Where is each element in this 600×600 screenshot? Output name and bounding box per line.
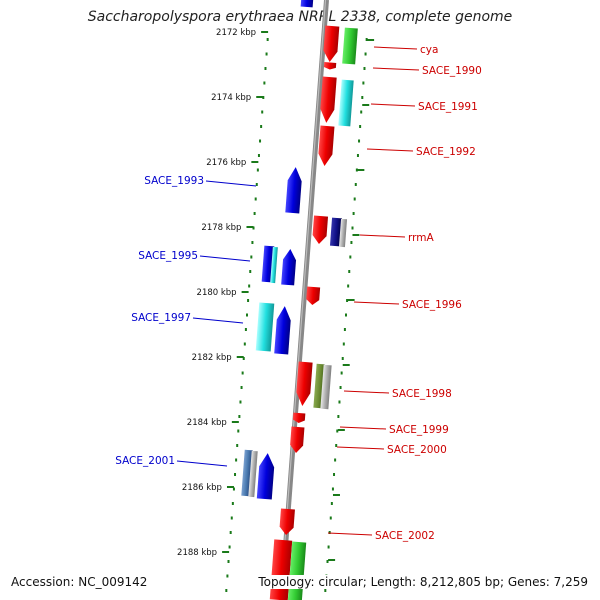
forward-gene-label: SACE_1998	[392, 388, 452, 400]
label-leader-line	[359, 234, 406, 238]
forward-gene-label: rrmA	[408, 232, 434, 244]
label-leader-line	[372, 67, 420, 71]
inner-tick-ring	[225, 38, 269, 592]
forward-gene-label: SACE_2000	[387, 444, 447, 456]
forward-gene-arrow	[338, 79, 354, 127]
reverse-gene-arrow	[256, 453, 275, 500]
reverse-gene-arrow	[270, 246, 278, 284]
forward-gene-arrow	[290, 426, 305, 453]
forward-gene-arrow	[338, 218, 348, 248]
forward-gene-label: SACE_1992	[416, 146, 476, 158]
chromosome-backbone	[279, 0, 329, 600]
label-leader-line	[339, 426, 387, 430]
forward-gene-label: SACE_1996	[402, 299, 462, 311]
accession-text: Accession: NC_009142	[9, 575, 150, 589]
forward-gene-label: SACE_1999	[389, 424, 449, 436]
backbone-highlight	[279, 0, 327, 600]
forward-gene-arrow	[279, 508, 295, 535]
label-leader-line	[373, 46, 418, 50]
forward-gene-label: SACE_2002	[375, 530, 435, 542]
label-leader-line	[199, 255, 251, 262]
reverse-gene-arrow	[248, 450, 258, 498]
forward-gene-arrow	[329, 217, 343, 247]
forward-gene-arrow	[323, 25, 340, 62]
label-leader-line	[327, 532, 373, 536]
reverse-gene-label: SACE_1997	[131, 312, 191, 324]
reverse-gene-arrow	[255, 302, 275, 352]
forward-gene-label: cya	[420, 44, 438, 56]
reverse-gene-label: SACE_1993	[144, 175, 204, 187]
label-leader-line	[353, 301, 400, 305]
label-layer: cya SACE_1990 SACE_1991 SACE_1992 rrmA SACE_1…	[115, 44, 482, 542]
tick-label: 2174 kbp	[211, 93, 251, 103]
tick-label: 2178 kbp	[201, 223, 241, 233]
forward-gene-label: SACE_1991	[418, 101, 478, 113]
forward-gene-arrow	[342, 27, 358, 65]
tick-label: 2188 kbp	[177, 548, 217, 558]
forward-gene-arrow	[312, 215, 329, 244]
label-leader-line	[336, 446, 385, 450]
tick-label: 2176 kbp	[206, 158, 246, 168]
label-leader-line	[176, 460, 228, 467]
forward-gene-arrow	[292, 412, 306, 423]
forward-gene-label: SACE_1990	[422, 65, 482, 77]
forward-gene-arrow	[323, 62, 337, 70]
tick-label: 2182 kbp	[192, 353, 232, 363]
tick-label: 2184 kbp	[187, 418, 227, 428]
tick-ring-layer	[225, 38, 368, 592]
backbone-layer	[279, 0, 329, 600]
map-title: Saccharopolyspora erythraea NRRL 2338, c…	[87, 9, 513, 25]
reverse-gene-arrow	[274, 306, 291, 355]
forward-gene-arrow	[320, 364, 332, 410]
label-leader-line	[343, 390, 390, 394]
reverse-gene-arrow	[281, 249, 297, 286]
reverse-gene-label: SACE_2001	[115, 455, 175, 467]
forward-gene-arrow	[318, 125, 335, 166]
reverse-gene-arrow	[300, 0, 314, 8]
forward-gene-arrow	[296, 361, 313, 406]
label-leader-line	[370, 103, 416, 107]
label-leader-line	[192, 317, 244, 324]
gene-layer	[241, 0, 358, 600]
forward-gene-arrow	[306, 286, 321, 305]
tick-label: 2186 kbp	[182, 483, 222, 493]
genome-summary-text: Topology: circular; Length: 8,212,805 bp…	[256, 575, 590, 589]
tick-layer: 2172 kbp 2174 kbp 2176 kbp 2178 kbp 2180 kbp…	[177, 28, 375, 561]
label-leader-line	[205, 180, 257, 187]
tick-label: 2180 kbp	[197, 288, 237, 298]
tick-label: 2172 kbp	[216, 28, 256, 38]
label-leader-line	[366, 148, 414, 152]
reverse-gene-label: SACE_1995	[138, 250, 198, 262]
outer-tick-ring	[324, 38, 368, 592]
reverse-gene-arrow	[285, 167, 302, 214]
forward-gene-arrow	[320, 76, 337, 123]
